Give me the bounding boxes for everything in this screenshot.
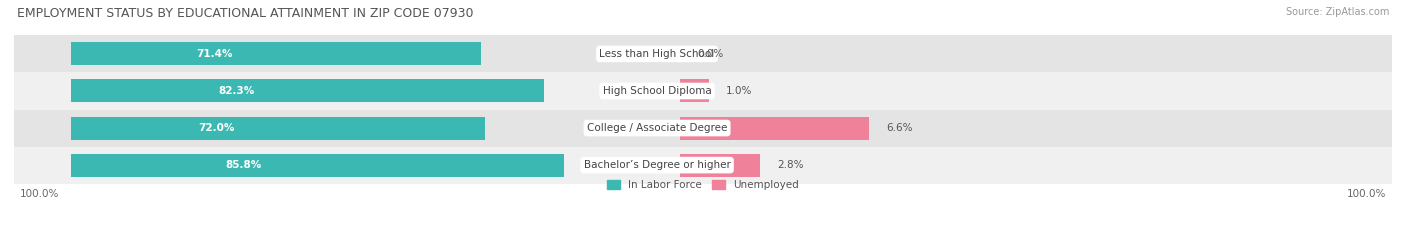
Bar: [14, 147, 1392, 184]
Text: 6.6%: 6.6%: [887, 123, 914, 133]
Text: 72.0%: 72.0%: [198, 123, 235, 133]
Bar: [681, 154, 761, 177]
Text: 100.0%: 100.0%: [20, 189, 59, 199]
Bar: [681, 116, 869, 140]
Text: Source: ZipAtlas.com: Source: ZipAtlas.com: [1285, 7, 1389, 17]
Text: 2.8%: 2.8%: [778, 160, 804, 170]
Text: 82.3%: 82.3%: [219, 86, 254, 96]
Text: 85.8%: 85.8%: [226, 160, 262, 170]
Bar: [14, 72, 1392, 110]
Text: 0.0%: 0.0%: [697, 49, 724, 59]
Text: 100.0%: 100.0%: [1347, 189, 1386, 199]
Text: 1.0%: 1.0%: [725, 86, 752, 96]
Bar: [72, 42, 481, 65]
Text: Less than High School: Less than High School: [599, 49, 714, 59]
Text: College / Associate Degree: College / Associate Degree: [586, 123, 727, 133]
Bar: [72, 79, 544, 103]
Legend: In Labor Force, Unemployed: In Labor Force, Unemployed: [603, 176, 803, 194]
Text: EMPLOYMENT STATUS BY EDUCATIONAL ATTAINMENT IN ZIP CODE 07930: EMPLOYMENT STATUS BY EDUCATIONAL ATTAINM…: [17, 7, 474, 20]
Text: High School Diploma: High School Diploma: [603, 86, 711, 96]
Bar: [72, 116, 485, 140]
Bar: [14, 35, 1392, 72]
Bar: [72, 154, 564, 177]
Text: Bachelor’s Degree or higher: Bachelor’s Degree or higher: [583, 160, 731, 170]
Text: 71.4%: 71.4%: [197, 49, 233, 59]
Bar: [681, 79, 709, 103]
Bar: [14, 110, 1392, 147]
